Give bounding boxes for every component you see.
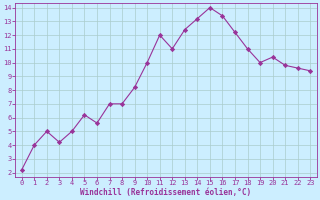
X-axis label: Windchill (Refroidissement éolien,°C): Windchill (Refroidissement éolien,°C) [80,188,252,197]
